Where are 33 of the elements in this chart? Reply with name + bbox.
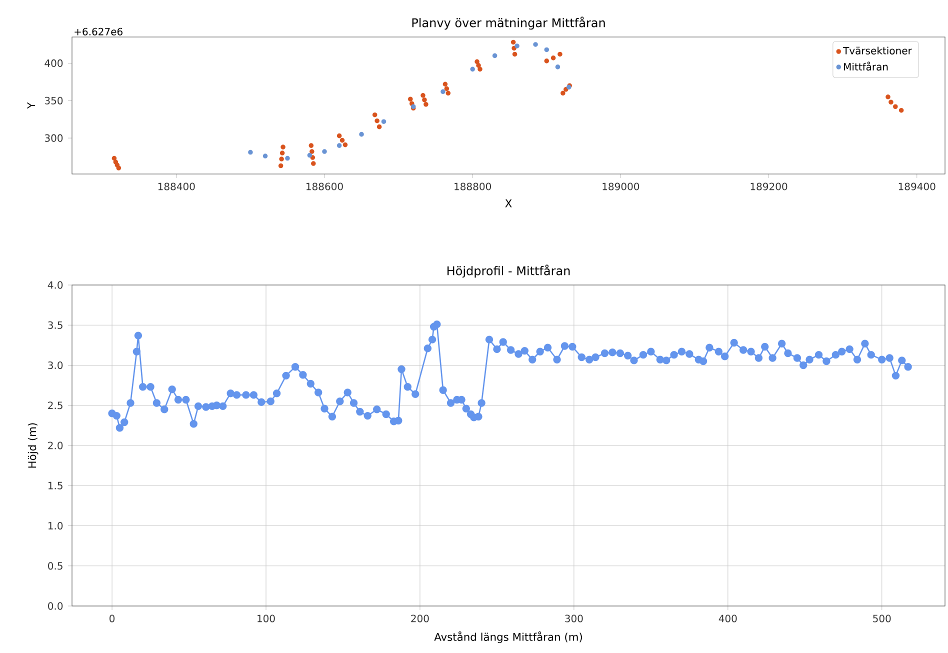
y-tick-label: 2.5	[48, 402, 62, 410]
x-tick-label: 300	[565, 614, 583, 622]
x-tick-label: 100	[258, 614, 275, 622]
y-tick-label: 300	[44, 134, 63, 142]
x-tick-label: 188800	[454, 182, 491, 190]
y-axis-title: Y	[27, 102, 36, 109]
x-tick-label: 188400	[158, 182, 195, 190]
chart-title: Planvy över mätningar Mittfåran	[412, 16, 605, 30]
x-tick-label: 189400	[898, 182, 936, 190]
x-tick-label: 200	[411, 614, 429, 622]
x-axis-title: Avstånd längs Mittfåran (m)	[434, 631, 582, 644]
y-tick-label: 400	[44, 59, 63, 67]
x-tick-label: 189200	[750, 182, 788, 190]
y-axis-title: Höjd (m)	[28, 423, 38, 468]
y-tick-label: 4.0	[48, 281, 63, 289]
y-tick-label: 1.0	[48, 522, 63, 530]
legend-label: Mittfåran	[844, 62, 888, 71]
x-tick-label: 400	[718, 614, 737, 622]
y-tick-label: 2.0	[48, 442, 63, 450]
y-tick-label: 0.0	[48, 602, 63, 610]
legend-label: Tvärsektioner	[843, 46, 912, 54]
chart-title: Höjdprofil - Mittfåran	[447, 264, 570, 278]
y-tick-label: 0.5	[48, 562, 62, 570]
y-tick-label: 3.5	[48, 321, 62, 329]
y-tick-label: 3.0	[48, 361, 63, 370]
x-tick-label: 189000	[602, 182, 640, 190]
x-tick-label: 500	[873, 614, 891, 622]
x-tick-label: 0	[110, 614, 115, 622]
y-tick-label: 1.5	[48, 482, 62, 490]
y-tick-label: 350	[44, 96, 63, 104]
x-axis-title: X	[505, 199, 512, 208]
x-tick-label: 188600	[306, 182, 343, 190]
text: +6.627e6	[74, 28, 122, 36]
